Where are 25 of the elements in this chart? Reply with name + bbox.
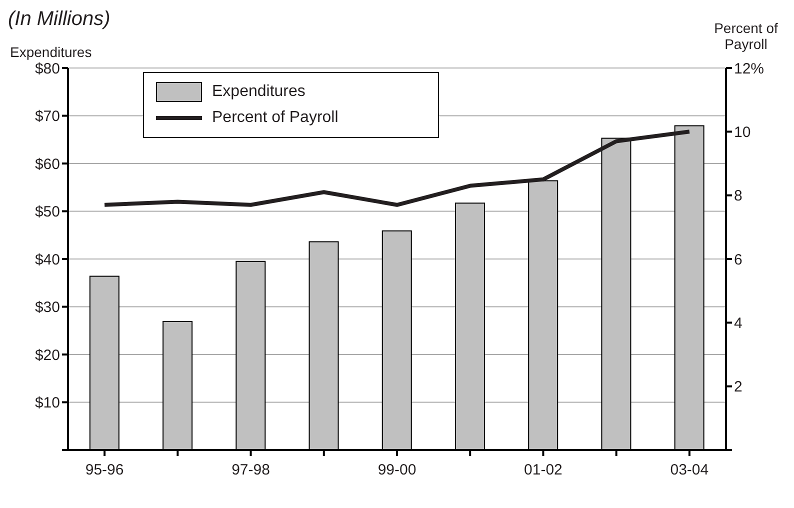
legend-label: Percent of Payroll xyxy=(211,108,340,128)
y-tick-label: $60 xyxy=(34,156,60,173)
x-tick-label: 95-96 xyxy=(85,462,124,479)
x-tick-label: 97-98 xyxy=(232,462,270,479)
y-tick-label: $40 xyxy=(34,251,60,268)
x-tick-label: 01-02 xyxy=(524,462,562,479)
x-tick-label: 03-04 xyxy=(670,462,709,479)
y2-tick-label: 6 xyxy=(734,251,742,268)
y2-tick-label: 4 xyxy=(734,314,742,332)
y-tick-label: $10 xyxy=(34,394,60,412)
y2-tick-label: 12% xyxy=(734,60,764,78)
y2-tick-label: 2 xyxy=(734,378,742,396)
y-tick-label: $30 xyxy=(34,299,60,316)
legend-label: Expenditures xyxy=(211,82,306,102)
line-series xyxy=(102,130,692,207)
y2-tick-label: 8 xyxy=(734,188,742,205)
chart-subtitle: (In Millions) xyxy=(8,8,110,31)
y-tick-label: $20 xyxy=(34,346,60,364)
y-tick-label: $70 xyxy=(34,108,60,126)
y2-tick-label: 10 xyxy=(734,124,751,141)
y-tick-label: $50 xyxy=(34,204,60,221)
y-axis-title: Expenditures xyxy=(10,44,92,60)
y2-axis-title: Percent of Payroll xyxy=(713,20,779,52)
y-tick-label: $80 xyxy=(34,60,60,78)
x-tick-label: 99-00 xyxy=(378,462,416,479)
